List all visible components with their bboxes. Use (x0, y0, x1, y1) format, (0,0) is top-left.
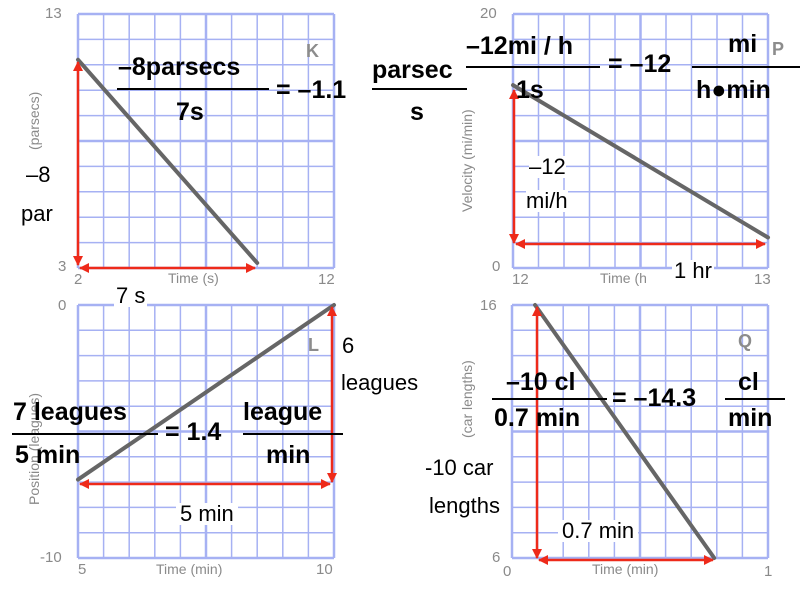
k-eq-numerator: –8parsecs (118, 53, 241, 81)
q-eq-unit-numerator: cl (738, 368, 759, 396)
k-rise-label: –8 (26, 162, 51, 187)
q-ylabel: (car lengths) (459, 360, 475, 438)
p-eq-result: = –12 (608, 50, 672, 78)
q-xlabel: Time (min) (592, 561, 659, 577)
l-eq-numerator: 7 leagues (13, 398, 127, 426)
q-rise-label: -10 car (425, 455, 494, 480)
p-rise-label: –12 (529, 154, 566, 179)
q-panel-label: Q (738, 331, 753, 351)
l-data-line (76, 303, 336, 482)
p-eq-unit-numerator: mi (728, 30, 758, 58)
q-rise-unit-label: lengths (429, 493, 500, 518)
p-xlabel: Time (h (600, 270, 647, 286)
k-eq-unit-numerator: parsec (372, 56, 453, 84)
q-eq-fraction-bar (492, 398, 607, 400)
l-eq-unit-bar (243, 433, 343, 435)
p-eq-denominator: 1s (516, 76, 544, 104)
l-rise-label: 6 (342, 333, 355, 358)
k-data-line (76, 57, 260, 265)
p-panel-label: P (772, 39, 785, 59)
l-eq-denominator: 5 min (15, 441, 81, 469)
q-xtick-min: 0 (503, 563, 512, 580)
p-run-label: 1 hr (672, 258, 714, 283)
k-xtick-max: 12 (318, 271, 335, 288)
q-ytick-min: 6 (492, 549, 501, 566)
p-ytick-min: 0 (492, 258, 501, 275)
q-eq-result: = –14.3 (612, 384, 697, 412)
q-eq-numerator: –10 cl (506, 368, 576, 396)
q-eq-denominator: 0.7 min (494, 404, 581, 432)
k-rise-unit-label: par (21, 201, 53, 226)
l-xlabel: Time (min) (156, 561, 223, 577)
l-rise-unit-label: leagues (341, 370, 419, 395)
l-xtick-min: 5 (78, 561, 87, 578)
q-eq-unit-denominator: min (728, 404, 773, 432)
p-eq-unit-denominator: h●min (696, 76, 771, 104)
k-run-label: 7 s (114, 283, 148, 308)
q-ytick-max: 16 (480, 297, 497, 314)
k-panel-label: K (306, 41, 319, 61)
l-ytick-min: -10 (40, 549, 62, 566)
l-eq-unit-denominator: min (266, 441, 311, 469)
p-data-line (511, 83, 770, 240)
k-eq-result: = –1.1 (276, 76, 347, 104)
q-xtick-max: 1 (764, 563, 773, 580)
p-eq-numerator: –12mi / h (466, 32, 573, 60)
p-xtick-min: 12 (512, 271, 529, 288)
k-ylabel: (parsecs) (26, 91, 42, 150)
l-eq-unit-numerator: league (243, 398, 323, 426)
k-ytick-min: 3 (58, 258, 67, 275)
l-eq-fraction-bar (12, 433, 158, 435)
p-rise-unit-label: mi/h (526, 188, 568, 213)
k-xtick-min: 2 (74, 271, 83, 288)
q-data-line (533, 303, 717, 560)
k-eq-unit-bar (372, 88, 467, 90)
q-eq-unit-bar (725, 398, 785, 400)
k-eq-fraction-bar (117, 88, 269, 90)
l-panel-label: L (308, 335, 319, 355)
l-eq-result: = 1.4 (165, 418, 222, 446)
k-eq-unit-denominator: s (410, 98, 424, 126)
p-eq-unit-bar (692, 66, 800, 68)
q-run-label: 0.7 min (558, 520, 639, 542)
k-eq-denominator: 7s (176, 98, 204, 126)
p-ytick-max: 20 (480, 5, 497, 22)
p-ylabel: Velocity (mi/min) (459, 109, 475, 212)
k-xlabel: Time (s) (168, 270, 219, 286)
l-ytick-max: 0 (58, 297, 67, 314)
l-run-label: 5 min (176, 503, 238, 525)
p-xtick-max: 13 (754, 271, 771, 288)
k-ytick-max: 13 (45, 5, 62, 22)
p-eq-fraction-bar (466, 66, 600, 68)
l-xtick-max: 10 (316, 561, 333, 578)
